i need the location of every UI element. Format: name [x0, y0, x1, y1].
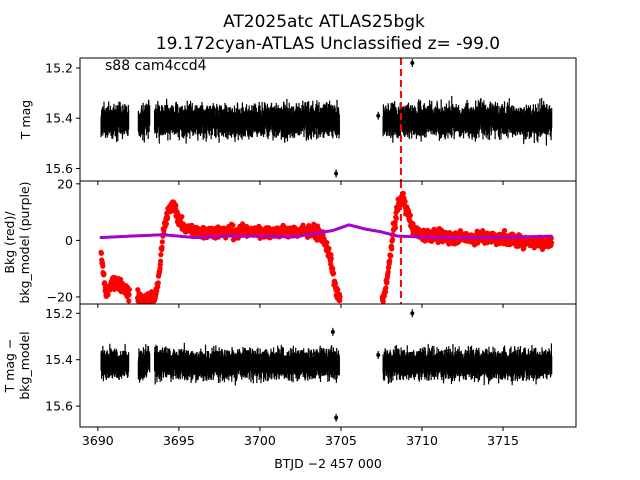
y-tick-label: 0: [65, 233, 73, 248]
outlier-point: [334, 171, 339, 176]
data-point: [330, 265, 336, 272]
series-middle-bkg: [98, 190, 555, 304]
data-point: [385, 269, 391, 275]
panel-top: 15.2 15.4 15.6 T mag s88 cam4ccd4: [18, 57, 577, 185]
y-axis-label: T mag: [18, 100, 33, 140]
y-axis-label-line: bkg_model: [17, 331, 32, 399]
data-point: [100, 263, 106, 269]
data-point: [380, 299, 386, 304]
data-point: [480, 228, 486, 234]
x-tick-label: 3705: [325, 433, 357, 448]
data-point: [400, 190, 406, 197]
data-point: [392, 225, 399, 231]
data-point: [126, 298, 132, 304]
x-axis-label: BTJD −2 457 000: [274, 456, 382, 471]
y-axis-label-line: Bkg (red)/: [2, 211, 17, 274]
data-point: [328, 255, 334, 262]
data-point: [501, 227, 508, 234]
data-point: [105, 292, 111, 298]
outlier-point: [410, 311, 415, 316]
x-tick-label: 3715: [487, 433, 519, 448]
data-point: [98, 250, 104, 256]
data-point: [163, 221, 170, 227]
data-point: [164, 214, 171, 221]
x-tick-label: 3700: [244, 433, 276, 448]
data-point: [402, 198, 408, 205]
outlier-point: [334, 415, 339, 420]
data-point: [173, 202, 179, 208]
y-axis-label-line: T mag: [18, 100, 33, 140]
y-axis-label: Bkg (red)/bkg_model (purple): [2, 181, 32, 303]
data-point: [179, 213, 185, 220]
y-tick-label: −20: [47, 289, 73, 304]
chart-title-line1: AT2025atc ATLAS25bgk: [223, 12, 425, 32]
data-point: [384, 279, 390, 285]
panel-frame: [79, 303, 577, 428]
data-point: [126, 292, 132, 298]
data-point: [407, 212, 413, 219]
x-tick-label: 3690: [82, 433, 114, 448]
data-point: [157, 265, 163, 271]
y-axis-label-line: T mag −: [2, 339, 17, 394]
data-point: [387, 258, 393, 264]
data-point: [158, 252, 164, 258]
series-bottom-magnitude: [100, 309, 553, 422]
x-tick-label: 3695: [163, 433, 195, 448]
y-tick-label: 15.4: [45, 352, 73, 367]
data-point: [549, 234, 553, 238]
panel-bottom: 15.2 15.4 15.6 3690 3695 3700 3705 3710 3715 T ma…: [2, 303, 577, 471]
data-point: [393, 215, 399, 221]
panel-top-points: [100, 58, 553, 181]
outlier-point: [376, 353, 381, 358]
data-point: [326, 245, 332, 252]
data-point: [159, 244, 165, 250]
data-point: [159, 239, 165, 245]
data-point: [324, 240, 330, 246]
panel-middle: 20 0 −20 Bkg (red)/bkg_model (purple): [2, 176, 577, 308]
series-middle-bkg-model: [99, 223, 553, 240]
y-tick-label: 20: [57, 176, 73, 191]
outlier-point: [376, 113, 381, 118]
data-point: [331, 270, 337, 276]
y-axis-label-line: bkg_model (purple): [17, 181, 32, 303]
outlier-point: [410, 61, 415, 66]
outlier-point: [330, 329, 335, 334]
panel-bottom-points: [100, 309, 553, 422]
data-point: [548, 240, 555, 246]
y-axis-label: T mag −bkg_model: [2, 331, 32, 399]
x-tick-label: 3710: [406, 433, 438, 448]
data-point: [157, 258, 164, 264]
data-point: [155, 280, 161, 286]
data-point: [395, 207, 401, 213]
data-point: [392, 219, 398, 225]
y-tick-label: 15.4: [45, 111, 73, 126]
y-tick-label: 15.2: [45, 61, 73, 76]
camera-ccd-annotation: s88 cam4ccd4: [105, 58, 207, 74]
data-point: [230, 222, 236, 228]
series-top-magnitude: [100, 59, 553, 178]
data-point: [383, 285, 389, 291]
y-tick-label: 15.2: [45, 306, 73, 321]
data-point: [382, 289, 389, 295]
data-point: [332, 280, 338, 286]
data-point: [300, 222, 306, 228]
chart-title-line2: 19.172cyan-ATLAS Unclassified z= -99.0: [156, 34, 500, 54]
data-point: [388, 253, 394, 259]
data-point: [111, 286, 118, 292]
y-tick-label: 15.6: [45, 161, 73, 176]
data-point: [389, 246, 395, 252]
data-point: [328, 252, 334, 258]
data-point: [126, 286, 132, 293]
panel-middle-points: [98, 181, 555, 304]
data-point: [335, 286, 341, 293]
data-point: [337, 294, 343, 300]
data-point: [389, 236, 396, 243]
y-tick-label: 15.6: [45, 399, 73, 414]
data-point: [381, 293, 387, 299]
data-point: [101, 271, 107, 277]
